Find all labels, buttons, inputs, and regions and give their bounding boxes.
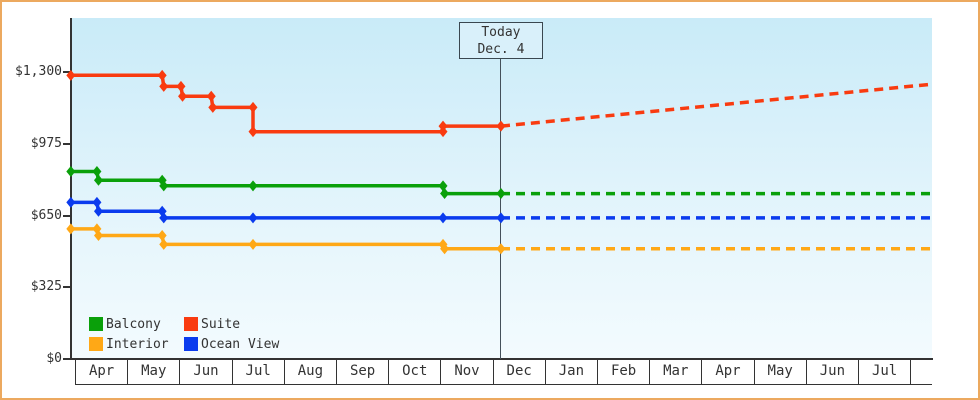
legend-swatch-suite xyxy=(184,317,198,331)
legend-row: Interior Ocean View xyxy=(89,334,409,354)
legend-label-balcony: Balcony xyxy=(106,316,161,332)
y-tick-mark xyxy=(63,214,71,217)
month-cell-mar-11: Mar xyxy=(649,360,701,384)
today-annotation: Today Dec. 4 xyxy=(458,22,543,59)
month-cell-jul-3: Jul xyxy=(231,360,284,384)
y-tick-mark xyxy=(63,142,71,145)
y-axis xyxy=(70,18,72,360)
month-cell-apr-0: Apr xyxy=(75,360,127,384)
month-cell-partial xyxy=(910,360,932,384)
y-tick-label: $0 xyxy=(46,351,62,367)
month-cell-jun-2: Jun xyxy=(179,360,231,384)
today-label: Today xyxy=(481,25,521,40)
month-cell-aug-4: Aug xyxy=(283,360,336,384)
legend-swatch-balcony xyxy=(89,317,103,331)
month-cell-sep-5: Sep xyxy=(336,360,388,384)
legend: Balcony Suite Interior Ocean View xyxy=(89,314,409,354)
today-vertical-line xyxy=(500,59,502,359)
month-cell-oct-6: Oct xyxy=(388,360,440,384)
y-tick-mark xyxy=(63,286,71,289)
legend-swatch-interior xyxy=(89,337,103,351)
x-axis xyxy=(69,358,933,360)
month-axis-band: Apr May Jun Jul Aug Sep Oct Nov Dec Jan Feb Mar Apr M… xyxy=(75,360,932,385)
plot-background xyxy=(71,18,932,359)
month-cell-apr-12: Apr xyxy=(701,360,753,384)
legend-item-balcony: Balcony xyxy=(89,314,161,334)
y-tick-label: $650 xyxy=(30,207,62,223)
legend-swatch-ocean-view xyxy=(184,337,198,351)
month-cell-may-1: May xyxy=(127,360,179,384)
today-date: Dec. 4 xyxy=(477,42,525,57)
month-cell-feb-10: Feb xyxy=(597,360,649,384)
legend-label-ocean-view: Ocean View xyxy=(201,336,280,352)
month-cell-dec-8: Dec xyxy=(492,360,545,384)
y-tick-mark xyxy=(63,358,71,361)
y-tick-label: $1,300 xyxy=(15,64,62,79)
y-tick-mark xyxy=(63,71,71,73)
legend-item-suite: Suite xyxy=(184,314,240,334)
month-cell-jul-15: Jul xyxy=(858,360,910,384)
month-cell-jan-9: Jan xyxy=(544,360,597,384)
legend-label-suite: Suite xyxy=(201,316,241,332)
y-tick-label: $325 xyxy=(30,279,62,295)
month-cell-nov-7: Nov xyxy=(440,360,492,384)
month-cell-jun-14: Jun xyxy=(805,360,858,384)
y-tick-label: $975 xyxy=(30,135,62,151)
legend-item-ocean-view: Ocean View xyxy=(184,334,279,354)
legend-label-interior: Interior xyxy=(106,336,169,352)
month-cell-may-13: May xyxy=(753,360,806,384)
legend-item-interior: Interior xyxy=(89,334,169,354)
legend-row: Balcony Suite xyxy=(89,314,409,334)
